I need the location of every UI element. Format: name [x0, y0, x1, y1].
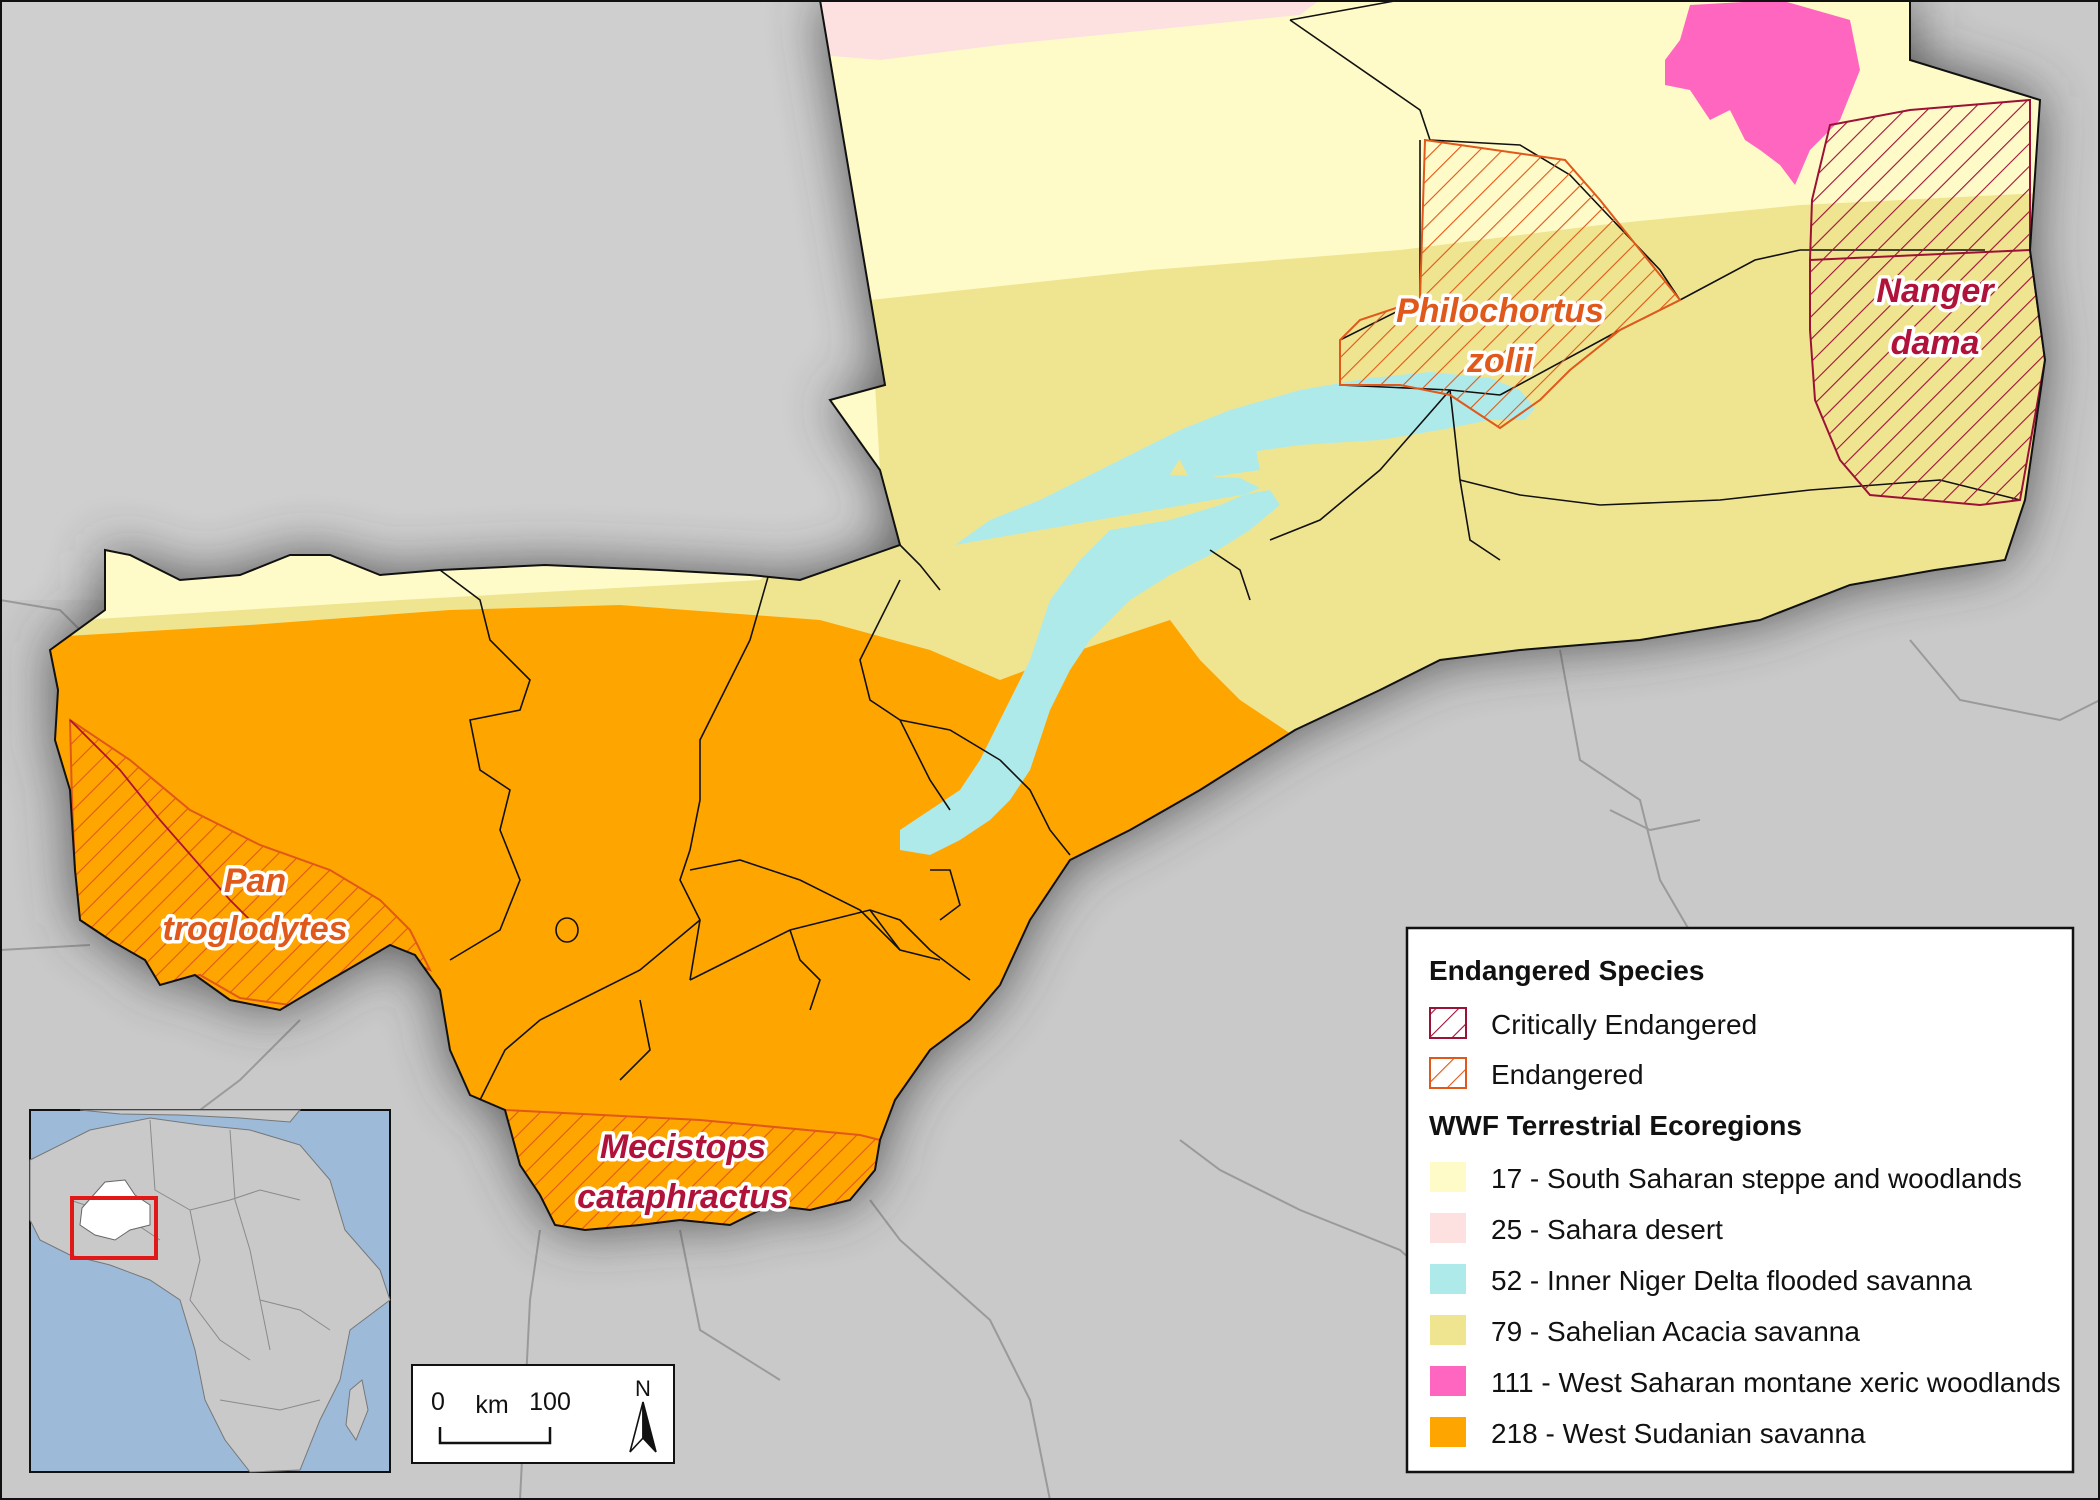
legend-ecoregions-heading: WWF Terrestrial Ecoregions: [1429, 1110, 1802, 1141]
ecoregion-inner-niger-delta: [900, 372, 1535, 855]
legend-ecoregion-row: 218 - West Sudanian savanna: [1430, 1417, 1866, 1449]
label-pan-troglodytes-2: troglodytes: [162, 910, 347, 948]
legend-frame: [1405, 926, 2075, 1474]
ecoregion-inner-niger-delta-2: [1170, 420, 1260, 480]
background-land-light: [0, 0, 900, 600]
legend-ecoregion-row: 25 - Sahara desert: [1430, 1213, 1723, 1245]
legend-ecoregion-label: 218 - West Sudanian savanna: [1491, 1418, 1866, 1449]
legend-swatch: [1430, 1315, 1466, 1345]
scalebar-unit-label: km: [475, 1391, 508, 1419]
label-mecistops-cataphractus: Mecistops: [600, 1128, 766, 1166]
legend: Endangered Species Critically Endangered…: [1405, 926, 2075, 1474]
legend-ecoregion-label: 111 - West Saharan montane xeric woodlan…: [1491, 1367, 2061, 1398]
inset-madagascar: [345, 1379, 369, 1442]
legend-ecoregion-label: 52 - Inner Niger Delta flooded savanna: [1491, 1265, 1972, 1296]
legend-swatch: [1430, 1264, 1466, 1294]
scalebar-end-label: 100: [529, 1388, 571, 1416]
range-pan-troglodytes-divider: [69, 719, 271, 941]
label-mecistops-cataphractus-2: cataphractus: [577, 1178, 789, 1216]
north-arrow-icon: [629, 1401, 657, 1453]
scalebar-start-label: 0: [431, 1388, 445, 1416]
north-arrow-label: N: [635, 1376, 651, 1401]
label-philochortus-zolii-2: zolii: [1466, 342, 1535, 380]
legend-swatch: [1430, 1417, 1466, 1447]
inset-map: [29, 1109, 391, 1473]
scalebar-panel: 0 km 100 N: [411, 1364, 675, 1464]
legend-ecoregion-row: 111 - West Saharan montane xeric woodlan…: [1430, 1366, 2061, 1398]
legend-ecoregion-label: 17 - South Saharan steppe and woodlands: [1491, 1163, 2022, 1194]
legend-ecoregion-row: 79 - Sahelian Acacia savanna: [1430, 1315, 1860, 1347]
inset-mali: [79, 1179, 151, 1241]
label-nanger-dama: Nanger: [1876, 272, 1995, 310]
legend-ecoregion-label: 79 - Sahelian Acacia savanna: [1491, 1316, 1860, 1347]
legend-species-row: Endangered: [1429, 1057, 1644, 1090]
legend-ecoregion-row: 17 - South Saharan steppe and woodlands: [1430, 1162, 2022, 1194]
inset-extent-box: [70, 1196, 158, 1260]
legend-swatch: [1430, 1366, 1466, 1396]
legend-species-row: Critically Endangered: [1429, 1007, 1757, 1040]
legend-swatch: [1430, 1162, 1466, 1192]
label-nanger-dama-2: dama: [1891, 324, 1980, 362]
inset-europe: [79, 1109, 302, 1123]
legend-species-heading: Endangered Species: [1429, 955, 1704, 986]
legend-swatch: [1429, 1007, 1467, 1039]
ecoregion-west-saharan-montane: [1665, 0, 1860, 185]
admin-island: [555, 917, 579, 943]
range-nanger-dama: [1809, 98, 2045, 507]
legend-ecoregion-row: 52 - Inner Niger Delta flooded savanna: [1430, 1264, 1972, 1296]
legend-swatch: [1430, 1213, 1466, 1243]
inset-borders: [69, 1119, 331, 1411]
scalebar-frame: [411, 1364, 675, 1464]
legend-species-label: Critically Endangered: [1491, 1009, 1757, 1040]
legend-swatch: [1429, 1057, 1467, 1089]
range-nanger-dama-divider: [1809, 249, 2031, 261]
ecoregion-sahara-desert: [820, 0, 1320, 60]
scalebar-line: [438, 1427, 552, 1445]
legend-ecoregion-label: 25 - Sahara desert: [1491, 1214, 1723, 1245]
label-pan-troglodytes: Pan: [224, 862, 286, 900]
label-philochortus-zolii: Philochortus: [1396, 292, 1604, 330]
legend-species-label: Endangered: [1491, 1059, 1644, 1090]
mali-outline: [48, 0, 2047, 1232]
range-philochortus-zolii: [1339, 138, 1682, 430]
